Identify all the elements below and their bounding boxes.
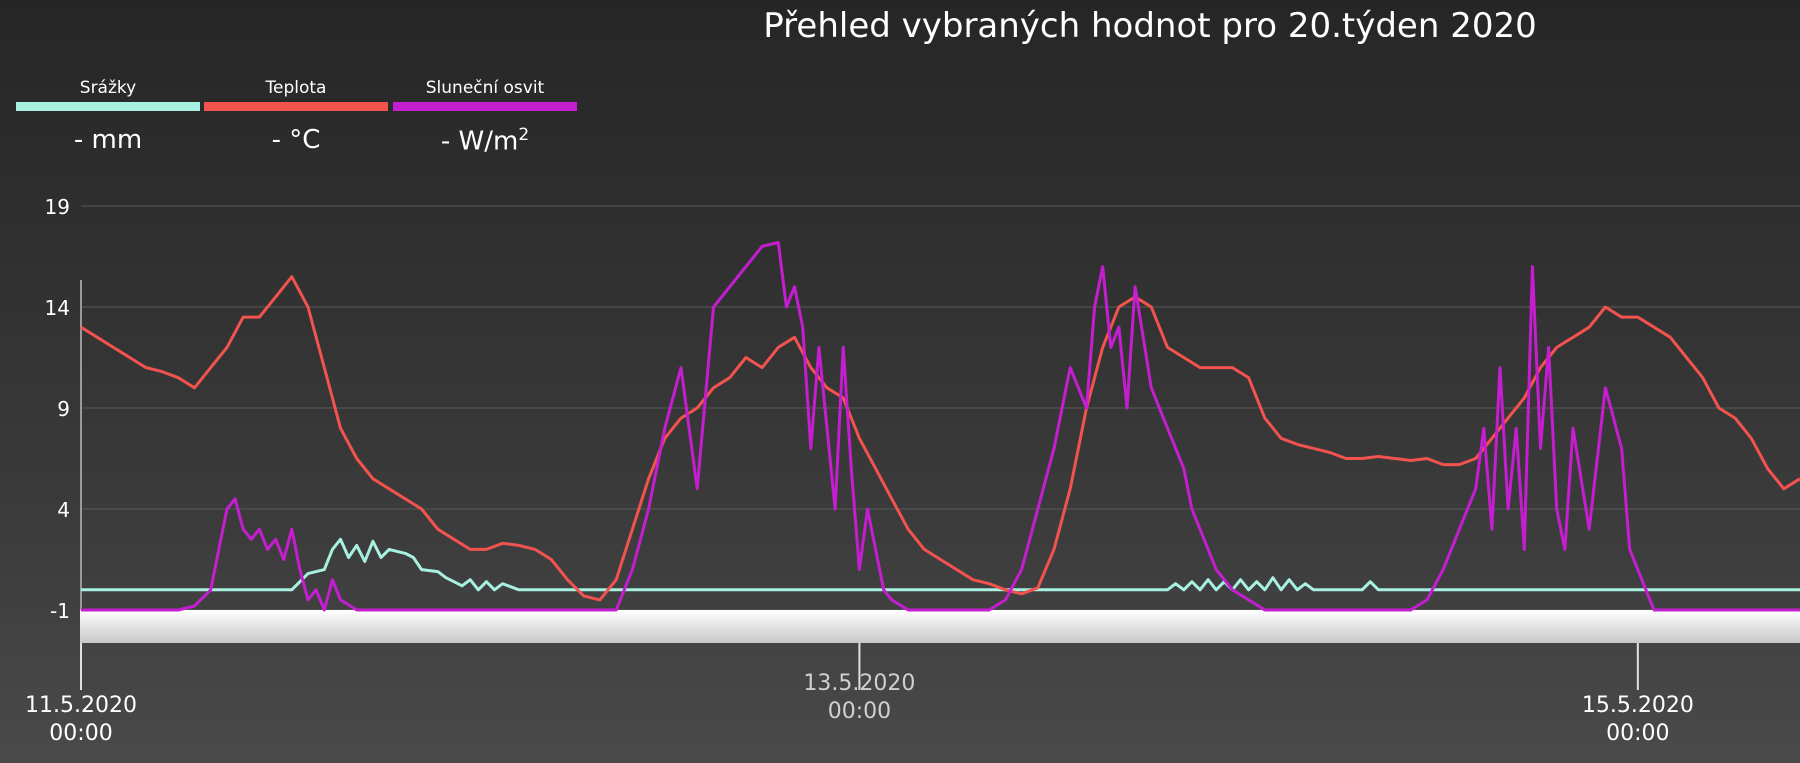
x-tick-date: 15.5.2020 [1582, 693, 1694, 718]
y-tick-label: 14 [45, 296, 70, 320]
y-tick-label: 19 [45, 195, 70, 219]
legend-label: Srážky [79, 78, 137, 98]
grid-lines [81, 205, 1800, 611]
legend-label: Teplota [265, 78, 327, 98]
legend-item-teplota[interactable]: Teplota - °C [204, 78, 388, 155]
legend-value: - W/m2 [393, 125, 577, 157]
legend-unit-sup: 2 [518, 125, 530, 145]
legend-swatch [204, 102, 388, 111]
series-lines [80, 240, 1800, 612]
series-line [80, 275, 1800, 602]
y-tick-label: -1 [50, 599, 70, 623]
x-tick-date: 11.5.2020 [25, 693, 137, 718]
legend-value: - mm [73, 125, 143, 155]
y-tick-label: 4 [57, 498, 70, 522]
x-tick-time: 00:00 [1606, 721, 1669, 746]
series-line [81, 537, 1800, 592]
legend-label: Sluneční osvit [425, 78, 545, 98]
x-tick-time: 00:00 [49, 721, 112, 746]
legend-item-slunecni-osvit[interactable]: Sluneční osvit - W/m2 [393, 78, 577, 157]
legend-item-srazky[interactable]: Srážky - mm [16, 78, 200, 155]
legend-value: - °C [271, 125, 321, 155]
legend-swatch [393, 102, 577, 111]
legend-swatch [16, 102, 200, 111]
x-tick-date: 13.5.2020 [803, 671, 915, 696]
baseline-band [80, 610, 1800, 643]
legend-unit: - W/m [440, 126, 519, 157]
x-tick-time: 00:00 [828, 699, 891, 724]
y-tick-label: 9 [57, 397, 70, 421]
chart-title: Přehled vybraných hodnot pro 20.týden 20… [763, 6, 1537, 46]
y-axis-labels: 19 14 9 4 -1 [45, 195, 70, 623]
x-axis-labels: 11.5.2020 00:00 13.5.2020 00:00 15.5.2020 00:… [25, 643, 1694, 746]
series-line [81, 240, 1800, 612]
